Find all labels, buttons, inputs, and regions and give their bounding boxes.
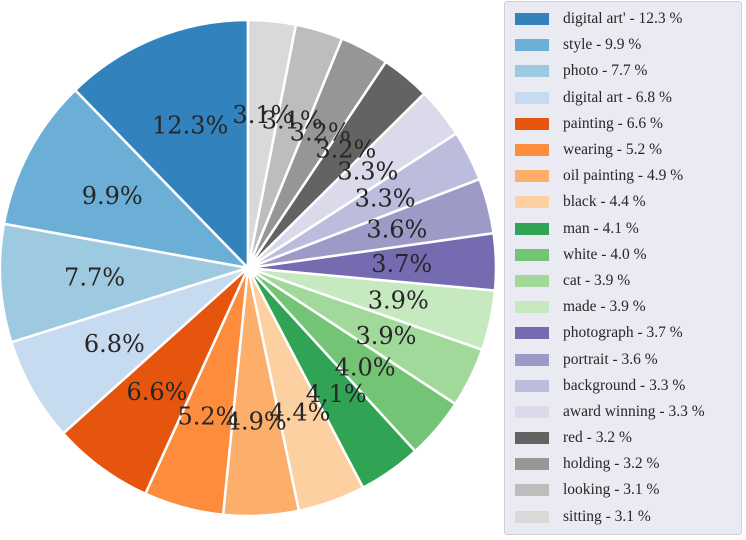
legend-label: painting - 6.6 %: [563, 114, 663, 132]
legend-label: style - 9.9 %: [563, 36, 642, 54]
chart-legend: digital art' - 12.3 % style - 9.9 % photo …: [504, 1, 742, 535]
legend-label: holding - 3.2 %: [563, 455, 660, 473]
pie-percent-label: 9.9%: [82, 182, 143, 210]
legend-label: cat - 3.9 %: [563, 271, 631, 289]
legend-label: wearing - 5.2 %: [563, 141, 662, 159]
legend-label: award winning - 3.3 %: [563, 402, 705, 420]
legend-label: red - 3.2 %: [563, 429, 632, 447]
legend-swatch: [515, 39, 549, 52]
pie-slice-3: [10, 266, 250, 435]
pie-percent-label: 5.2%: [177, 402, 238, 430]
legend-label: man - 4.1 %: [563, 219, 639, 237]
pie-percent-label: 3.2%: [290, 118, 351, 146]
legend-label: made - 3.9 %: [563, 298, 646, 316]
legend-item: cat - 3.9 %: [515, 268, 741, 294]
legend-label: sitting - 3.1 %: [563, 507, 651, 525]
pie-percent-label: 3.9%: [368, 287, 429, 315]
pie-slice-19: [246, 18, 298, 270]
legend-label: looking - 3.1 %: [563, 481, 660, 499]
legend-swatch: [515, 13, 549, 26]
pie-slices: [0, 18, 498, 518]
legend-item: digital art' - 12.3 %: [515, 6, 741, 32]
pie-percent-label: 4.1%: [306, 380, 367, 408]
pie-percent-label: 4.4%: [269, 399, 330, 427]
pie-percent-label: 3.7%: [371, 250, 432, 278]
legend-item: painting - 6.6 %: [515, 111, 741, 137]
legend-swatch: [515, 248, 549, 261]
pie-percent-label: 3.2%: [315, 135, 376, 163]
legend-swatch: [515, 117, 549, 130]
legend-item: black - 4.4 %: [515, 189, 741, 215]
legend-swatch: [515, 144, 549, 157]
pie-percent-label: 3.9%: [355, 322, 416, 350]
pie-percent-label: 6.6%: [127, 378, 188, 406]
pie-percent-label: 6.8%: [84, 330, 145, 358]
legend-item: oil painting - 4.9 %: [515, 163, 741, 189]
legend-item: background - 3.3 %: [515, 373, 741, 399]
legend-swatch: [515, 510, 549, 523]
legend-label: white - 4.0 %: [563, 245, 647, 263]
legend-label: digital art' - 12.3 %: [563, 10, 683, 28]
legend-label: photograph - 3.7 %: [563, 324, 683, 342]
legend-swatch: [515, 458, 549, 471]
legend-item: man - 4.1 %: [515, 216, 741, 242]
legend-swatch: [515, 196, 549, 209]
pie-percent-label: 3.1%: [262, 107, 323, 135]
pie-percent-label: 3.6%: [366, 215, 427, 243]
legend-swatch: [515, 432, 549, 445]
legend-swatch: [515, 274, 549, 287]
legend-swatch: [515, 65, 549, 78]
pie-percent-label: 3.1%: [232, 101, 293, 129]
legend-label: photo - 7.7 %: [563, 62, 648, 80]
legend-item: photo - 7.7 %: [515, 58, 741, 84]
legend-item: looking - 3.1 %: [515, 477, 741, 503]
pie-percent-label: 4.0%: [335, 354, 396, 382]
legend-label: black - 4.4 %: [563, 193, 646, 211]
legend-item: award winning - 3.3 %: [515, 399, 741, 425]
legend-label: background - 3.3 %: [563, 376, 686, 394]
pie-slice-0: [73, 18, 250, 270]
legend-swatch: [515, 301, 549, 314]
pie-slice-1: [2, 88, 250, 270]
pie-percent-label: 12.3%: [152, 112, 228, 140]
pie-percent-label: 3.3%: [337, 158, 398, 186]
legend-swatch: [515, 327, 549, 340]
legend-swatch: [515, 353, 549, 366]
legend-item: digital art - 6.8 %: [515, 85, 741, 111]
legend-swatch: [515, 170, 549, 183]
pie-percent-labels: 12.3% 9.9% 7.7% 6.8% 6.6%5.2%4.9%4.4%4.1%4.0…: [64, 101, 432, 436]
legend-swatch: [515, 91, 549, 104]
legend-label: digital art - 6.8 %: [563, 88, 672, 106]
pie-percent-label: 7.7%: [64, 264, 125, 292]
legend-item: red - 3.2 %: [515, 425, 741, 451]
pie-chart: 12.3% 9.9% 7.7% 6.8% 6.6%5.2%4.9%4.4%4.1%4.0…: [0, 18, 498, 518]
legend-item: sitting - 3.1 %: [515, 504, 741, 530]
legend-swatch: [515, 379, 549, 392]
legend-item: white - 4.0 %: [515, 242, 741, 268]
legend-item: wearing - 5.2 %: [515, 137, 741, 163]
legend-label: oil painting - 4.9 %: [563, 167, 684, 185]
legend-label: portrait - 3.6 %: [563, 350, 658, 368]
legend-item: portrait - 3.6 %: [515, 346, 741, 372]
legend-item: holding - 3.2 %: [515, 451, 741, 477]
legend-swatch: [515, 484, 549, 497]
pie-percent-label: 3.3%: [355, 184, 416, 212]
legend-item: style - 9.9 %: [515, 32, 741, 58]
pie-slice-2: [0, 222, 250, 344]
legend-item: photograph - 3.7 %: [515, 320, 741, 346]
legend-swatch: [515, 222, 549, 235]
pie-percent-label: 4.9%: [226, 408, 287, 436]
legend-swatch: [515, 405, 549, 418]
legend-item: made - 3.9 %: [515, 294, 741, 320]
